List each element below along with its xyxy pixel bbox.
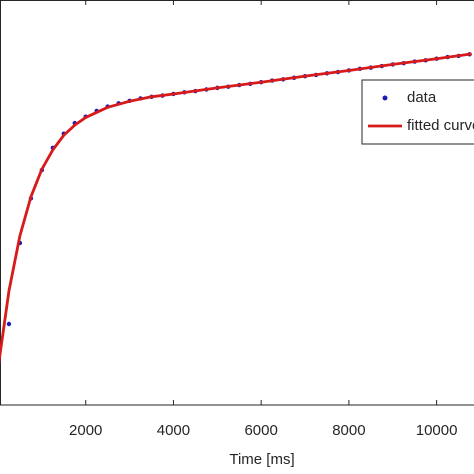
x-tick-label: 2000 (69, 422, 102, 439)
x-tick-label: 4000 (157, 422, 190, 439)
legend: data fitted curve (361, 79, 474, 145)
x-tick-label: 6000 (244, 422, 277, 439)
fit-line (0, 52, 472, 365)
data-point (6, 321, 12, 327)
legend-label: fitted curve (407, 117, 474, 134)
x-tick-label: 8000 (332, 422, 365, 439)
legend-label: data (407, 89, 437, 106)
x-tick-label: 10000 (416, 422, 458, 439)
x-axis-label: Time [ms] (229, 451, 294, 468)
legend-box (361, 79, 474, 145)
legend-marker (382, 95, 388, 101)
